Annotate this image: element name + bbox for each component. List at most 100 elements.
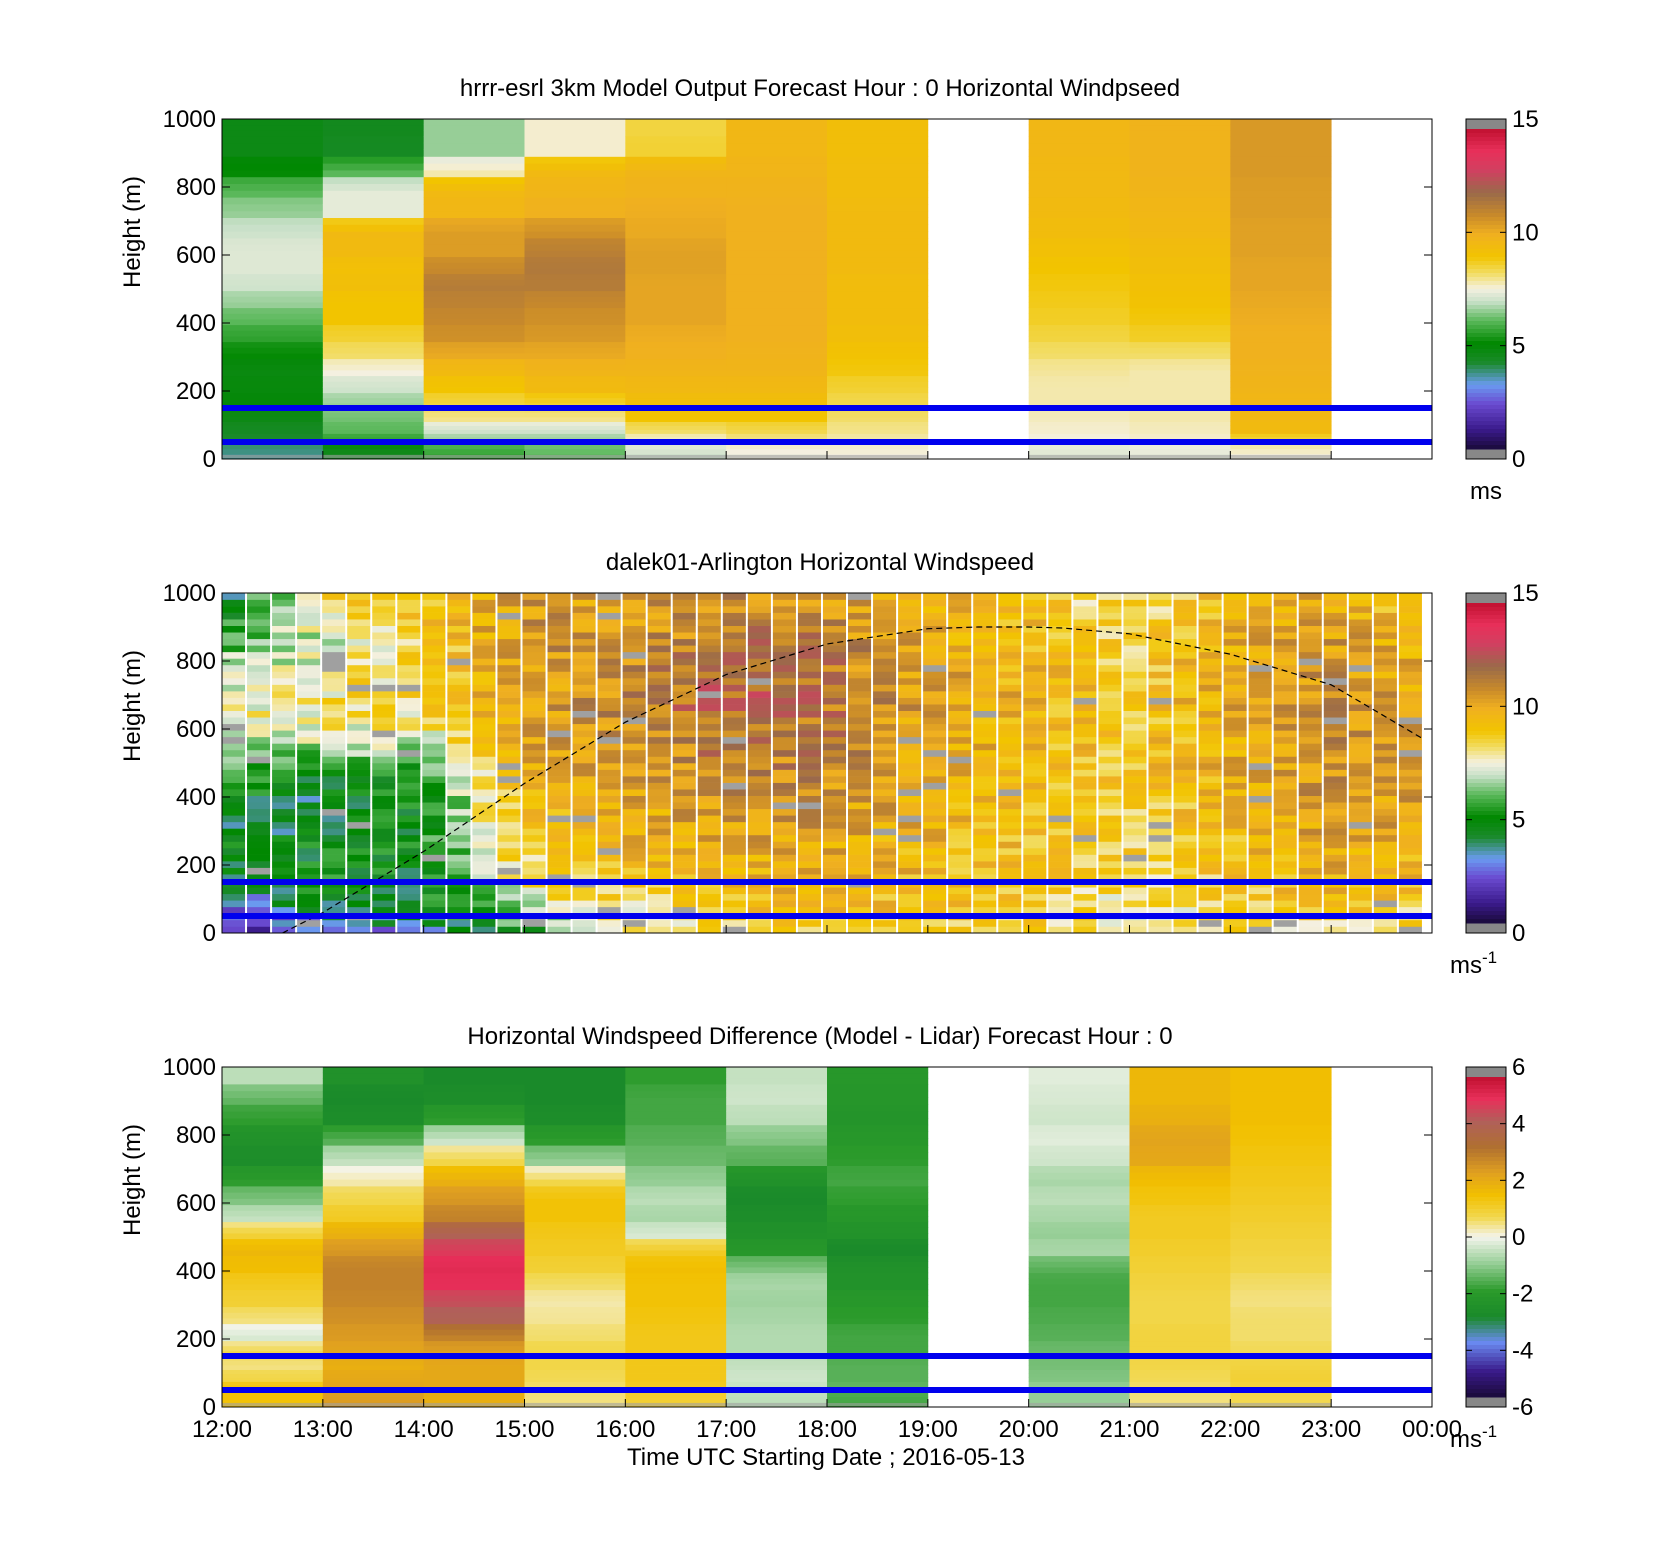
heatmap-cell <box>898 651 922 659</box>
heatmap-cell <box>747 710 771 718</box>
heatmap-cell <box>873 900 897 908</box>
heatmap-cell <box>697 645 721 653</box>
colorbar-swatch <box>1466 429 1506 434</box>
heatmap-cell <box>347 723 371 731</box>
heatmap-cell <box>1298 730 1322 738</box>
heatmap-cell <box>998 645 1022 653</box>
heatmap-cell <box>827 1090 929 1098</box>
heatmap-cell <box>827 421 929 426</box>
heatmap-cell <box>948 671 972 679</box>
heatmap-cell <box>1129 370 1231 377</box>
heatmap-cell <box>873 815 897 823</box>
heatmap-cell <box>423 381 525 388</box>
heatmap-cell <box>422 710 446 718</box>
heatmap-cell <box>1028 183 1130 191</box>
heatmap-cell <box>873 906 897 914</box>
heatmap-cell <box>322 341 425 348</box>
heatmap-cell <box>625 302 727 309</box>
heatmap-cell <box>898 848 922 855</box>
heatmap-cell <box>1028 262 1130 269</box>
heatmap-cell <box>726 1172 828 1180</box>
heatmap-cell <box>827 1238 929 1245</box>
heatmap-cell <box>1198 678 1222 685</box>
heatmap-cell <box>423 197 525 205</box>
heatmap-cell <box>322 224 425 232</box>
heatmap-cell <box>827 1312 929 1319</box>
heatmap-cell <box>622 658 646 666</box>
heatmap-cell <box>422 723 446 731</box>
heatmap-cell <box>1230 313 1332 320</box>
heatmap-cell <box>422 861 446 868</box>
heatmap-cell <box>726 1261 828 1268</box>
heatmap-cell <box>625 1138 727 1146</box>
colorbar-swatch <box>1466 619 1506 624</box>
heatmap-cell <box>1028 347 1130 354</box>
heatmap-cell <box>1373 736 1397 744</box>
heatmap-cell <box>726 1158 828 1166</box>
heatmap-cell <box>497 821 521 829</box>
heatmap-cell <box>1023 671 1047 679</box>
heatmap-cell <box>222 919 246 927</box>
colorbar-swatch <box>1466 831 1506 836</box>
heatmap-cell <box>1248 593 1272 600</box>
heatmap-cell <box>1073 776 1097 783</box>
heatmap-cell <box>1098 919 1122 927</box>
heatmap-cell <box>1373 867 1397 875</box>
heatmap-cell <box>222 302 324 309</box>
heatmap-cell <box>1323 861 1347 868</box>
heatmap-cell <box>423 224 525 232</box>
heatmap-cell <box>572 619 596 626</box>
heatmap-cell <box>222 436 324 441</box>
heatmap-cell <box>622 599 646 607</box>
heatmap-cell <box>597 658 621 666</box>
heatmap-cell <box>1129 375 1231 382</box>
heatmap-cell <box>625 1192 727 1199</box>
heatmap-cell <box>1273 795 1297 803</box>
colorbar-swatch <box>1466 441 1506 446</box>
heatmap-cell <box>572 717 596 725</box>
heatmap-cell <box>1298 736 1322 744</box>
heatmap-cell <box>1348 808 1372 816</box>
colorbar-swatch <box>1466 1133 1506 1138</box>
heatmap-cell <box>1129 1278 1231 1285</box>
heatmap-cell <box>1348 664 1372 672</box>
heatmap-cell <box>222 375 324 382</box>
heatmap-cell <box>827 353 929 360</box>
colorbar-swatch <box>1466 221 1506 226</box>
heatmap-cell <box>822 651 847 659</box>
y-tick-label: 400 <box>176 310 216 337</box>
heatmap-cell <box>672 717 696 725</box>
heatmap-cell <box>1129 1377 1231 1382</box>
heatmap-cell <box>622 671 646 679</box>
heatmap-cell <box>297 704 321 711</box>
heatmap-cell <box>1298 691 1322 698</box>
heatmap-cell <box>1129 1078 1231 1085</box>
heatmap-cell <box>547 606 571 613</box>
heatmap-cell <box>1230 1124 1332 1132</box>
heatmap-cell <box>822 593 847 600</box>
heatmap-cell <box>247 599 271 607</box>
heatmap-cell <box>898 723 922 731</box>
heatmap-cell <box>524 307 626 314</box>
heatmap-cell <box>247 678 271 685</box>
heatmap-cell <box>1373 743 1397 751</box>
heatmap-cell <box>222 224 324 232</box>
heatmap-cell <box>827 397 929 404</box>
heatmap-cell <box>1273 684 1297 692</box>
heatmap-cell <box>472 815 496 823</box>
heatmap-cell <box>397 867 421 875</box>
heatmap-cell <box>524 1295 626 1302</box>
heatmap-cell <box>998 893 1022 901</box>
heatmap-cell <box>1123 795 1147 803</box>
heatmap-cell <box>647 671 671 679</box>
heatmap-cell <box>222 893 246 901</box>
heatmap-cell <box>1028 302 1130 309</box>
heatmap-cell <box>1230 375 1332 382</box>
heatmap-cell <box>497 789 521 796</box>
heatmap-cell <box>297 815 321 823</box>
heatmap-cell <box>572 926 596 934</box>
heatmap-cell <box>222 244 324 251</box>
heatmap-cell <box>1398 763 1422 770</box>
heatmap-cell <box>1028 1365 1130 1370</box>
heatmap-cell <box>322 1186 425 1193</box>
